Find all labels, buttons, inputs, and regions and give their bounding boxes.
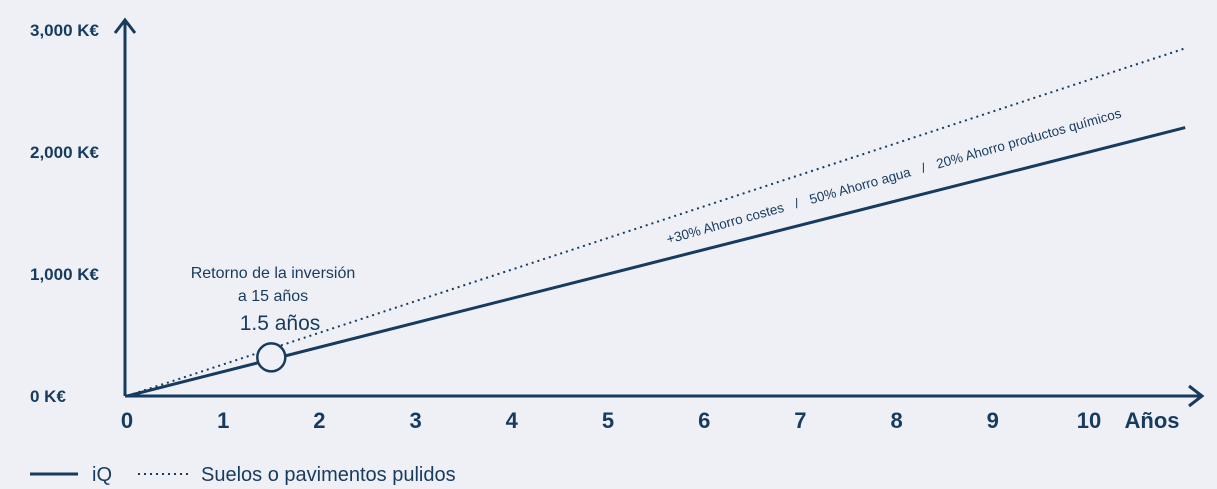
roi-label-line2: a 15 años — [238, 288, 308, 305]
x-axis-arrow — [1188, 384, 1205, 408]
savings-annotation: +30% Ahorro costes / 50% Ahorro agua / 2… — [665, 106, 1123, 247]
savings-costs: +30% Ahorro costes — [665, 200, 786, 247]
y-axis-arrow — [113, 17, 137, 34]
x-tick-label: 3 — [409, 408, 421, 433]
y-tick-label: 0 K€ — [30, 387, 66, 406]
roi-marker — [256, 342, 287, 373]
legend-label-pulidos: Suelos o pavimentos pulidos — [201, 464, 456, 486]
y-tick-label: 3,000 K€ — [30, 21, 100, 40]
x-tick-label: 7 — [794, 408, 806, 433]
savings-separator-2: / — [920, 160, 928, 176]
legend-label-iq: iQ — [92, 464, 112, 486]
x-tick-label: 4 — [506, 408, 519, 433]
y-tick-label: 2,000 K€ — [30, 143, 100, 162]
roi-label-line1: Retorno de la inversión — [191, 265, 356, 282]
roi-value: 1.5 años — [240, 312, 321, 335]
roi-annotation: Retorno de la inversión a 15 años 1.5 añ… — [191, 265, 356, 335]
savings-separator-1: / — [793, 196, 801, 212]
y-tick-label: 1,000 K€ — [30, 265, 100, 284]
x-tick-labels: 0 1 2 3 4 5 6 7 8 9 10 — [121, 408, 1101, 433]
axes — [113, 17, 1205, 408]
legend: iQ Suelos o pavimentos pulidos — [30, 464, 456, 486]
savings-chemicals: 20% Ahorro productos químicos — [935, 106, 1124, 172]
x-tick-label: 9 — [987, 408, 999, 433]
series-line-iq — [126, 126, 1186, 398]
x-tick-label: 1 — [217, 408, 229, 433]
series-line-pulidos — [126, 47, 1186, 397]
x-axis-label: Años — [1125, 408, 1180, 433]
x-tick-label: 2 — [313, 408, 325, 433]
series-layer — [126, 47, 1186, 398]
x-tick-label: 10 — [1077, 408, 1101, 433]
x-tick-label: 0 — [121, 408, 133, 433]
y-tick-labels: 0 K€ 1,000 K€ 2,000 K€ 3,000 K€ — [30, 21, 100, 406]
x-tick-label: 8 — [890, 408, 902, 433]
x-tick-label: 6 — [698, 408, 710, 433]
x-tick-label: 5 — [602, 408, 614, 433]
